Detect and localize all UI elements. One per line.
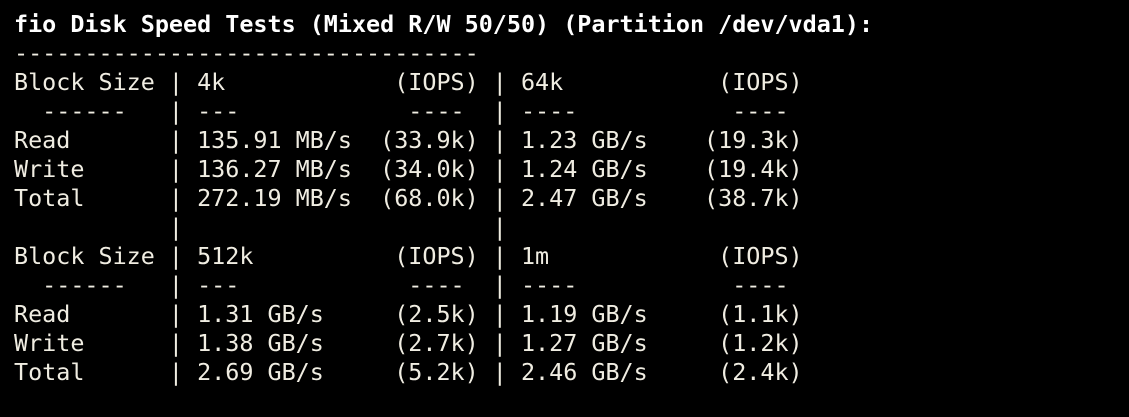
block2-write-row: Write | 1.38 GB/s (2.7k) | 1.27 GB/s (1.… (14, 329, 803, 357)
block1-separator-row: ------ | --- ---- | ---- ---- (14, 97, 789, 125)
block1-total-row: Total | 272.19 MB/s (68.0k) | 2.47 GB/s … (14, 184, 803, 212)
block1-header-row: Block Size | 4k (IOPS) | 64k (IOPS) (14, 68, 803, 96)
block1-write-row: Write | 136.27 MB/s (34.0k) | 1.24 GB/s … (14, 155, 803, 183)
block2-header-row: Block Size | 512k (IOPS) | 1m (IOPS) (14, 242, 803, 270)
table-spacer-row: | | (14, 213, 507, 241)
fio-test-output: fio Disk Speed Tests (Mixed R/W 50/50) (… (14, 10, 1129, 387)
fio-title: fio Disk Speed Tests (Mixed R/W 50/50) (… (14, 10, 874, 38)
block2-read-row: Read | 1.31 GB/s (2.5k) | 1.19 GB/s (1.1… (14, 300, 803, 328)
block2-total-row: Total | 2.69 GB/s (5.2k) | 2.46 GB/s (2.… (14, 358, 803, 386)
block2-separator-row: ------ | --- ---- | ---- ---- (14, 271, 789, 299)
block1-read-row: Read | 135.91 MB/s (33.9k) | 1.23 GB/s (… (14, 126, 803, 154)
title-divider-line: --------------------------------- (14, 39, 479, 67)
